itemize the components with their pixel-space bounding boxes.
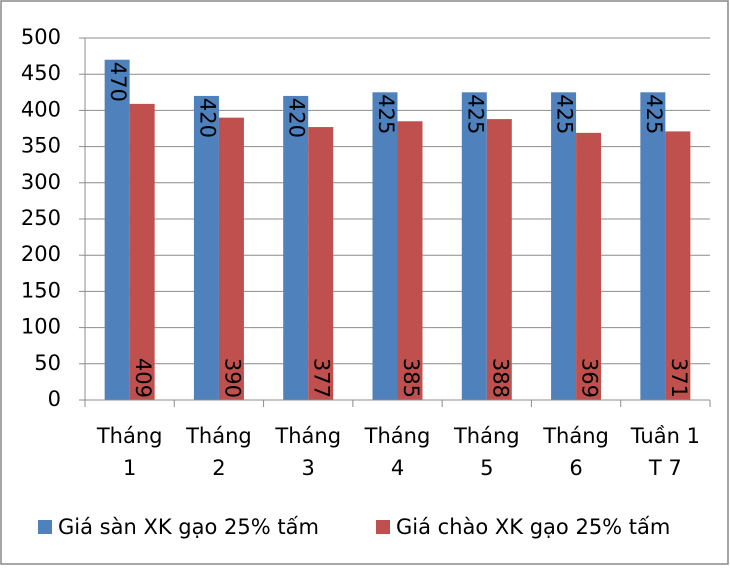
bar — [308, 127, 334, 400]
bar — [461, 92, 487, 401]
value-label: 425 — [642, 94, 666, 134]
legend-label: Giá sàn XK gạo 25% tấm — [58, 515, 319, 539]
x-tick-label: Tháng — [274, 424, 341, 448]
value-label: 420 — [195, 98, 219, 138]
value-label: 425 — [463, 94, 487, 134]
bar — [129, 103, 155, 400]
y-tick-label: 450 — [21, 61, 61, 85]
x-tick-label: Tháng — [364, 424, 431, 448]
x-tick-label: 3 — [302, 456, 315, 480]
x-tick-label: 4 — [391, 456, 404, 480]
x-tick-label: 2 — [212, 456, 225, 480]
value-label: 388 — [488, 358, 512, 398]
x-tick-label: Tháng — [542, 424, 609, 448]
legend-label: Giá chào XK gạo 25% tấm — [396, 515, 670, 539]
bar — [640, 92, 666, 401]
y-tick-label: 200 — [21, 242, 61, 266]
value-label: 470 — [106, 62, 130, 102]
value-label: 409 — [131, 358, 155, 398]
bar — [283, 95, 309, 401]
x-tick-label: T 7 — [648, 456, 682, 480]
value-label: 390 — [220, 358, 244, 398]
y-tick-label: 0 — [48, 387, 61, 411]
y-tick-label: 150 — [21, 278, 61, 302]
bar — [665, 131, 691, 400]
y-tick-label: 400 — [21, 97, 61, 121]
x-tick-label: 1 — [123, 456, 136, 480]
x-tick-label: Tháng — [96, 424, 163, 448]
x-tick-label: 5 — [480, 456, 493, 480]
legend-swatch — [38, 520, 52, 534]
value-label: 420 — [285, 98, 309, 138]
y-tick-label: 300 — [21, 170, 61, 194]
y-tick-label: 250 — [21, 206, 61, 230]
x-tick-label: 6 — [569, 456, 582, 480]
value-label: 425 — [553, 94, 577, 134]
bar — [551, 92, 577, 401]
legend-swatch — [376, 520, 390, 534]
y-tick-label: 350 — [21, 134, 61, 158]
x-tick-label: Tuần 1 — [630, 424, 700, 448]
x-tick-label: Tháng — [453, 424, 520, 448]
x-tick-label: Tháng — [185, 424, 252, 448]
value-label: 385 — [399, 358, 423, 398]
bar — [576, 132, 602, 400]
bar — [104, 59, 130, 400]
bar — [486, 119, 512, 400]
bar — [397, 121, 423, 400]
bar — [218, 117, 244, 400]
bar — [372, 92, 398, 401]
y-tick-label: 50 — [34, 351, 61, 375]
y-tick-label: 100 — [21, 315, 61, 339]
value-label: 377 — [310, 358, 334, 398]
y-tick-label: 500 — [21, 25, 61, 49]
bar — [193, 95, 219, 401]
value-label: 425 — [374, 94, 398, 134]
value-label: 371 — [667, 358, 691, 398]
value-label: 369 — [578, 358, 602, 398]
